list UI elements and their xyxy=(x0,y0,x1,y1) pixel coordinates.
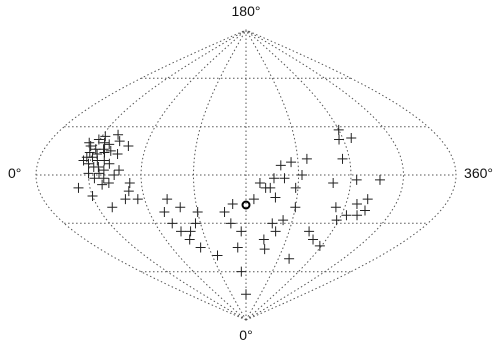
data-point-marker xyxy=(279,173,290,184)
data-point-marker xyxy=(114,165,125,176)
data-point-marker xyxy=(259,244,270,255)
data-points xyxy=(73,124,385,300)
data-point-marker xyxy=(236,226,247,237)
data-point-marker xyxy=(112,149,123,160)
data-point-marker xyxy=(114,136,125,147)
data-point-marker xyxy=(337,153,348,164)
data-point-marker xyxy=(98,173,109,184)
meridian-line xyxy=(245,29,405,321)
data-point-marker xyxy=(162,194,173,205)
label-bottom: 0° xyxy=(239,327,252,343)
data-point-marker xyxy=(265,182,276,193)
data-point-marker xyxy=(278,215,289,226)
data-point-marker xyxy=(284,253,295,264)
data-point-marker xyxy=(286,157,297,168)
data-point-marker xyxy=(105,145,116,156)
data-point-marker xyxy=(87,190,98,201)
data-point-marker xyxy=(212,250,223,261)
data-point-marker xyxy=(190,218,201,229)
data-point-marker xyxy=(195,242,206,253)
data-point-marker xyxy=(331,215,342,226)
meridian-line xyxy=(245,29,457,321)
data-point-marker xyxy=(109,170,120,180)
data-point-marker xyxy=(132,194,143,205)
data-point-marker xyxy=(236,266,247,277)
data-point-marker xyxy=(359,205,370,216)
data-point-marker xyxy=(104,158,115,169)
data-point-marker xyxy=(275,160,286,171)
axis-labels: 180° 0° 0° 360° xyxy=(8,3,493,343)
data-point-marker xyxy=(328,178,339,189)
center-circle-marker xyxy=(241,200,251,210)
data-point-marker xyxy=(123,141,134,151)
data-point-marker xyxy=(254,178,265,189)
data-point-marker xyxy=(341,210,352,221)
data-point-marker xyxy=(258,234,269,245)
data-point-marker xyxy=(314,240,325,251)
data-point-marker xyxy=(99,155,110,166)
data-point-marker xyxy=(346,132,357,143)
data-point-marker xyxy=(93,134,104,145)
data-point-marker xyxy=(351,199,362,209)
data-point-marker xyxy=(308,234,319,245)
data-point-marker xyxy=(304,226,315,237)
data-point-marker xyxy=(103,178,114,189)
data-point-marker xyxy=(104,139,115,150)
data-point-marker xyxy=(352,210,363,221)
data-point-marker xyxy=(290,182,301,193)
center-marker xyxy=(241,200,251,210)
data-point-marker xyxy=(330,202,341,213)
data-point-marker xyxy=(219,207,230,218)
data-point-marker xyxy=(362,194,373,205)
data-point-marker xyxy=(107,202,118,213)
data-point-marker xyxy=(268,173,279,184)
data-point-marker xyxy=(227,199,238,209)
label-right: 360° xyxy=(464,165,493,181)
meridian-line xyxy=(87,29,247,321)
data-point-marker xyxy=(301,153,312,164)
data-point-marker xyxy=(124,178,135,189)
data-point-marker xyxy=(81,152,92,163)
data-point-marker xyxy=(374,174,385,185)
data-point-marker xyxy=(225,218,236,229)
data-point-marker xyxy=(73,182,84,193)
data-point-marker xyxy=(83,158,94,169)
data-point-marker xyxy=(290,202,301,213)
data-point-marker xyxy=(241,289,251,300)
data-point-marker xyxy=(297,170,307,180)
data-point-marker xyxy=(113,129,124,140)
data-point-marker xyxy=(93,161,104,172)
data-point-marker xyxy=(270,192,281,203)
data-point-marker xyxy=(99,137,110,148)
data-point-marker xyxy=(334,134,345,145)
data-point-marker xyxy=(100,131,111,142)
data-point-marker xyxy=(175,202,186,213)
data-point-marker xyxy=(97,179,108,190)
data-point-marker xyxy=(248,194,259,205)
data-point-marker xyxy=(159,207,170,218)
data-point-marker xyxy=(167,218,178,229)
data-point-marker xyxy=(232,242,243,253)
data-point-marker xyxy=(192,207,203,218)
data-point-marker xyxy=(185,226,196,237)
label-left: 0° xyxy=(8,165,21,181)
data-point-marker xyxy=(120,194,131,205)
data-point-marker xyxy=(267,218,278,229)
data-point-marker xyxy=(176,226,187,237)
data-point-marker xyxy=(89,173,100,184)
label-top: 180° xyxy=(232,3,261,19)
data-point-marker xyxy=(351,174,362,185)
data-point-marker xyxy=(270,226,281,237)
data-point-marker xyxy=(333,124,344,135)
data-point-marker xyxy=(123,186,134,197)
data-point-marker xyxy=(90,144,101,155)
data-point-marker xyxy=(83,168,94,179)
data-point-marker xyxy=(184,234,195,245)
data-point-marker xyxy=(85,141,96,151)
